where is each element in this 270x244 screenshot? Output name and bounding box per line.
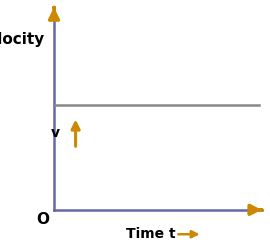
Text: O: O [37,212,50,227]
Text: Time t: Time t [126,227,176,241]
Text: Velocity: Velocity [0,32,45,47]
Text: v: v [50,126,59,140]
